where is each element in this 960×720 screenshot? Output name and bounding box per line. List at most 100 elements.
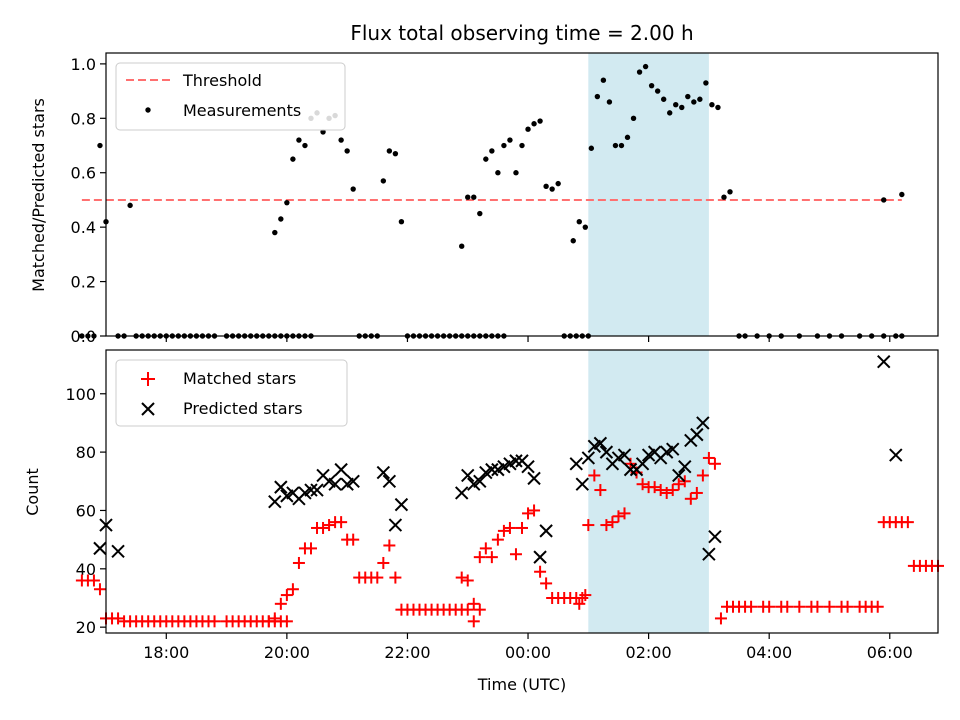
matched-star-point <box>763 600 776 613</box>
matched-star-point <box>503 521 516 534</box>
matched-star-point <box>286 583 299 596</box>
measurement-point <box>612 142 619 149</box>
bot-x-tick-label: 00:00 <box>505 643 551 662</box>
matched-star-point <box>304 542 317 555</box>
measurement-point <box>350 186 356 192</box>
predicted-star-point <box>394 497 409 512</box>
matched-star-point <box>479 542 492 555</box>
matched-star-point <box>901 516 914 529</box>
matched-star-point <box>540 577 553 590</box>
bot-x-tick-label: 22:00 <box>384 643 430 662</box>
predicted-star-point <box>575 477 589 491</box>
predicted-star-point <box>617 448 632 462</box>
predicted-star-point <box>346 474 360 488</box>
measurement-point <box>513 170 519 176</box>
bottom-y-axis-label: Count <box>23 468 42 516</box>
measurement-point <box>507 137 513 143</box>
top-y-tick-label: 1.0 <box>71 55 96 74</box>
measurement-point <box>721 194 727 200</box>
measurements-legend-swatch <box>145 107 151 113</box>
predicted-star-point <box>509 454 523 468</box>
top-legend: Threshold Measurements <box>115 62 346 131</box>
matched-star-point <box>292 556 305 569</box>
measurement-point <box>477 210 483 217</box>
matched-stars-points <box>75 451 944 628</box>
measurement-point <box>555 180 561 187</box>
predicted-star-point <box>593 436 608 451</box>
measurement-point <box>272 229 278 236</box>
matched-star-point <box>377 556 390 569</box>
matched-star-point <box>335 516 348 529</box>
measurement-point <box>290 156 296 162</box>
measurement-point <box>715 104 721 111</box>
predicted-star-point <box>274 480 288 494</box>
matched-star-point <box>588 469 601 482</box>
matched-star-point <box>112 612 125 625</box>
threshold-legend-label: Threshold <box>182 71 262 90</box>
predicted-star-point <box>268 495 282 509</box>
matched-star-point <box>522 507 535 520</box>
measurement-point <box>899 191 905 198</box>
matched-star-point <box>793 600 806 613</box>
matched-star-point <box>509 548 522 561</box>
matched-star-point <box>485 551 498 564</box>
measurement-point <box>588 145 595 151</box>
measurement-point <box>703 80 709 86</box>
measurement-point <box>519 142 525 149</box>
matched-star-point <box>841 600 854 613</box>
matched-legend-label: Matched stars <box>183 369 296 388</box>
bot-y-tick-label: 60 <box>76 501 96 520</box>
predicted-star-point <box>388 518 403 532</box>
measurement-point <box>606 99 613 105</box>
matched-star-point <box>702 451 715 464</box>
predicted-star-point <box>455 486 469 500</box>
matched-star-point <box>497 524 510 537</box>
chart-title: Flux total observing time = 2.00 h <box>350 21 693 45</box>
measurement-point <box>489 148 495 154</box>
predicted-star-point <box>539 524 553 538</box>
measurement-point <box>483 156 489 162</box>
predicted-star-point <box>708 530 722 544</box>
measurement-point <box>543 183 549 190</box>
predicted-star-point <box>111 544 125 559</box>
measurement-point <box>501 142 507 149</box>
matched-star-point <box>594 484 607 497</box>
predicted-star-point <box>569 457 583 471</box>
matched-star-point <box>455 571 468 584</box>
predicted-star-point <box>696 416 710 430</box>
matched-star-point <box>473 603 486 616</box>
predicted-star-point <box>623 462 638 477</box>
measurement-point <box>642 63 649 70</box>
matched-star-point <box>389 571 402 584</box>
matched-star-point <box>612 510 625 523</box>
measurement-point <box>91 333 97 339</box>
matched-star-point <box>473 551 486 564</box>
measurement-point <box>465 194 471 200</box>
measurement-point <box>576 219 582 225</box>
measurement-point <box>284 199 290 206</box>
predicted-star-point <box>690 427 704 442</box>
bottom-legend-box <box>115 359 348 427</box>
matched-star-point <box>280 589 293 602</box>
measurement-point <box>600 77 607 83</box>
matched-star-point <box>87 574 100 587</box>
predicted-star-point <box>310 483 324 497</box>
top-y-tick-label: 0.4 <box>71 218 96 237</box>
predicted-star-point <box>304 483 318 497</box>
matched-star-point <box>93 583 106 596</box>
predicted-star-point <box>672 468 686 483</box>
measurement-point <box>531 121 537 127</box>
measurement-point <box>398 219 405 225</box>
matched-legend-swatch <box>141 372 155 386</box>
top-highlight-span <box>588 53 709 336</box>
matched-star-point <box>666 484 679 497</box>
matched-star-point <box>745 600 758 613</box>
measurement-point <box>320 129 326 135</box>
predicted-star-point <box>702 547 716 561</box>
matched-star-point <box>262 615 275 628</box>
measurement-point <box>79 333 85 339</box>
top-plot-frame <box>105 52 939 337</box>
bot-x-tick-label: 18:00 <box>143 643 189 662</box>
measurement-point <box>624 134 631 141</box>
